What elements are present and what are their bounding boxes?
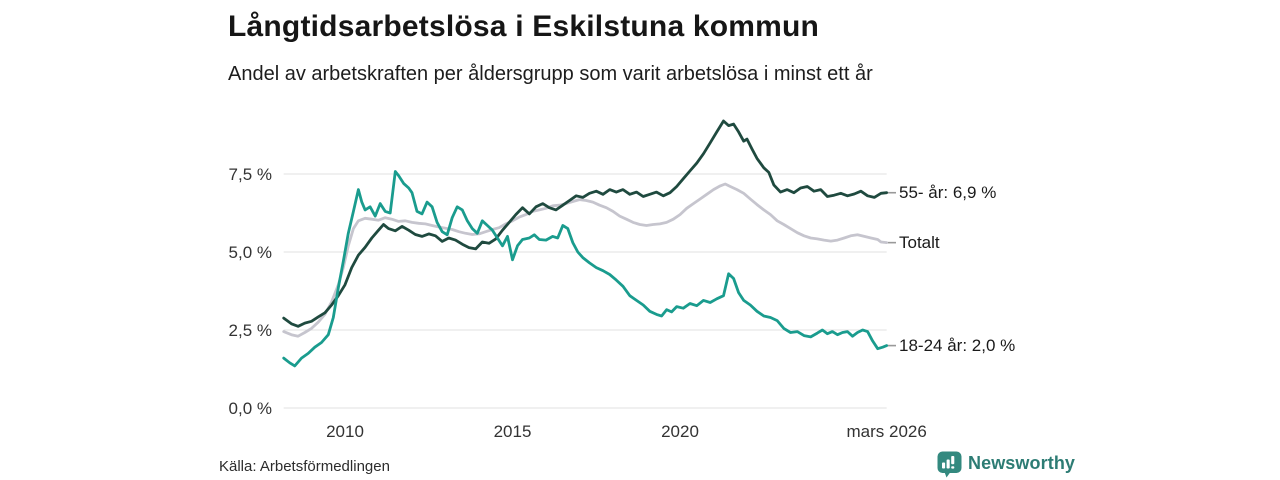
y-axis-tick-label: 0,0 % [228,399,272,418]
y-axis-tick-label: 7,5 % [228,165,272,184]
series-line-55- år [282,119,889,328]
x-axis-tick-label: mars 2026 [846,422,927,441]
y-axis-tick-label: 2,5 % [228,321,272,340]
chart-subtitle: Andel av arbetskraften per åldersgrupp s… [228,63,873,85]
series-end-label-18-24 år: 18-24 år: 2,0 % [899,336,1016,356]
newsworthy-logo-icon [937,451,962,478]
series-end-label-55- år: 55- år: 6,9 % [899,183,997,203]
x-axis-tick-label: 2020 [661,422,699,441]
series-end-label-Totalt: Totalt [899,233,940,253]
newsworthy-wordmark: Newsworthy [968,453,1076,473]
x-axis-tick-label: 2015 [493,422,532,441]
series-line-Totalt [282,182,889,338]
newsworthy-branding: Newsworthy [937,451,1075,478]
y-axis-tick-label: 5,0 % [228,243,272,262]
x-axis-tick-label: 2010 [326,422,364,441]
page-title: Långtidsarbetslösa i Eskilstuna kommun [228,10,820,43]
source-note: Källa: Arbetsförmedlingen [219,458,390,475]
series-line-18-24 år [282,170,889,368]
